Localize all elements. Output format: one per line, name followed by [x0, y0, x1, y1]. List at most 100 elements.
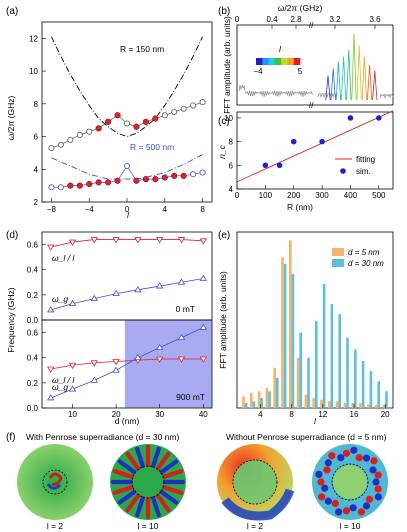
colorbar-min: −4	[253, 67, 263, 76]
d-top-point	[134, 237, 142, 244]
e-bar	[268, 391, 271, 408]
e-bar	[296, 357, 300, 408]
d-bottom-point	[199, 356, 207, 363]
e-bar	[273, 367, 276, 408]
d-bottom-point	[68, 385, 77, 392]
a-point	[105, 118, 112, 125]
b-peak	[351, 33, 357, 101]
panel-d: (d) 0.00.20.40.6ω_l / lω_g0.00.20.40.6ω_…	[6, 230, 213, 426]
e-bar	[252, 401, 256, 408]
d-bottom-point	[134, 353, 142, 361]
f-disc-4-center	[333, 465, 367, 499]
e-bar	[374, 404, 378, 408]
f-disc-4-blob	[331, 499, 339, 507]
d-top-point	[68, 239, 77, 246]
d-top-ytick-label: 0.0	[27, 316, 39, 325]
c-point	[376, 115, 382, 121]
b-peak	[335, 61, 341, 101]
c-point	[347, 115, 354, 121]
f-disc-2-core	[133, 467, 163, 497]
a-point	[180, 172, 187, 179]
a-point	[133, 123, 140, 130]
f-disc-2-petal	[151, 446, 161, 468]
colorbar-segment	[274, 58, 282, 65]
e-bar	[315, 320, 318, 408]
a-point	[105, 179, 112, 186]
e-legend-swatch	[332, 259, 344, 267]
f-disc-4-blob	[370, 457, 378, 465]
b-baseline-right	[379, 93, 395, 99]
panel-a: (a) −8 −4 0 4 8 2 4 6 8 10 12 R = 150 nm R = 500 n…	[6, 6, 213, 220]
d-top-ytick-label: 0.4	[27, 266, 39, 275]
d-bottom-point	[112, 366, 120, 373]
a-series-4-line	[51, 165, 203, 188]
a-point	[124, 120, 131, 127]
panel-c: (c) 0 100 200 300 400 500 4 6 8 10 fitting sim. R …	[217, 110, 394, 212]
e-xtick-label: 4	[258, 410, 263, 419]
c-ytick-label: 10	[224, 114, 233, 123]
panel-b-top-xlabel: ω/2π (GHz)	[278, 3, 323, 13]
panel-label-f: (f)	[6, 432, 15, 443]
panel-f-left-title: With Penrose superradiance (d = 30 nm)	[26, 432, 179, 442]
a-point	[48, 144, 55, 151]
panel-e: (e) 4 8 12 16 20 d = 5 nm d = 30 nm l FFT ampl…	[218, 230, 394, 426]
f-disc-1-swirl-red	[48, 472, 63, 486]
e-bar	[260, 397, 263, 408]
d-top-point	[47, 244, 55, 251]
d-xtick-label: 40	[199, 410, 208, 419]
f-disc-4-blob	[324, 497, 332, 505]
f-disc-4-blob	[342, 449, 351, 457]
panel-f-right-title: Without Penrose superradiance (d = 5 nm)	[226, 432, 387, 442]
e-bar	[338, 314, 341, 408]
a-point	[76, 131, 83, 138]
panel-d-ylabel: Frequency (GHz)	[6, 287, 16, 352]
f-disc-3-center	[233, 460, 277, 504]
e-bar	[242, 396, 245, 408]
a-point	[114, 112, 121, 119]
f-disc-4-blob	[335, 508, 343, 516]
f-disc-4-blob	[365, 495, 374, 503]
f-disc-4-blob	[355, 454, 363, 462]
panel-e-xlabel: l	[314, 416, 317, 426]
d-top-point	[199, 238, 207, 245]
d-bottom-series-0-label: ω_l / l	[52, 375, 75, 385]
d-top-ytick-label: 0.2	[27, 291, 39, 300]
e-bar	[354, 349, 357, 408]
a-point	[67, 182, 74, 189]
d-bottom-point	[112, 359, 120, 366]
a-series-0-line	[51, 36, 203, 138]
b-peak	[330, 68, 336, 101]
f-disc-4-blob	[374, 493, 382, 501]
c-point	[262, 162, 269, 169]
b-peak	[372, 70, 378, 101]
a-point	[190, 171, 197, 178]
c-xtick-label: 200	[287, 191, 301, 200]
d-top-point	[177, 237, 186, 244]
f-disc-2-petal	[151, 496, 161, 518]
e-legend-swatch	[332, 248, 344, 256]
b-peak	[325, 75, 331, 101]
e-bar	[377, 381, 380, 408]
e-bar	[322, 283, 326, 408]
e-bar	[385, 391, 388, 408]
e-bar	[312, 397, 315, 408]
f-disc-3-blue-lobe	[221, 488, 295, 521]
a-ytick-label: 10	[29, 67, 38, 76]
d-bottom-ytick-label: 0.6	[27, 329, 39, 338]
d-bottom-shade	[124, 320, 212, 408]
f-disc-2-petal	[159, 459, 179, 475]
f-disc-4-blob	[372, 478, 380, 486]
colorbar-title: l	[279, 44, 282, 54]
panel-d-bottom-field: 900 mT	[176, 392, 205, 402]
f-disc-4-blob	[362, 502, 371, 510]
b-baseline-left	[238, 84, 313, 97]
a-point	[76, 182, 83, 189]
e-bar	[304, 394, 308, 408]
c-xtick-label: 100	[259, 191, 273, 200]
d-bottom-point	[177, 356, 186, 363]
f-disc-4-blob	[317, 478, 325, 486]
colorbar-segment	[262, 58, 269, 65]
e-bar	[320, 399, 323, 408]
a-xtick-label: 4	[163, 205, 168, 214]
b-peak	[367, 64, 373, 101]
